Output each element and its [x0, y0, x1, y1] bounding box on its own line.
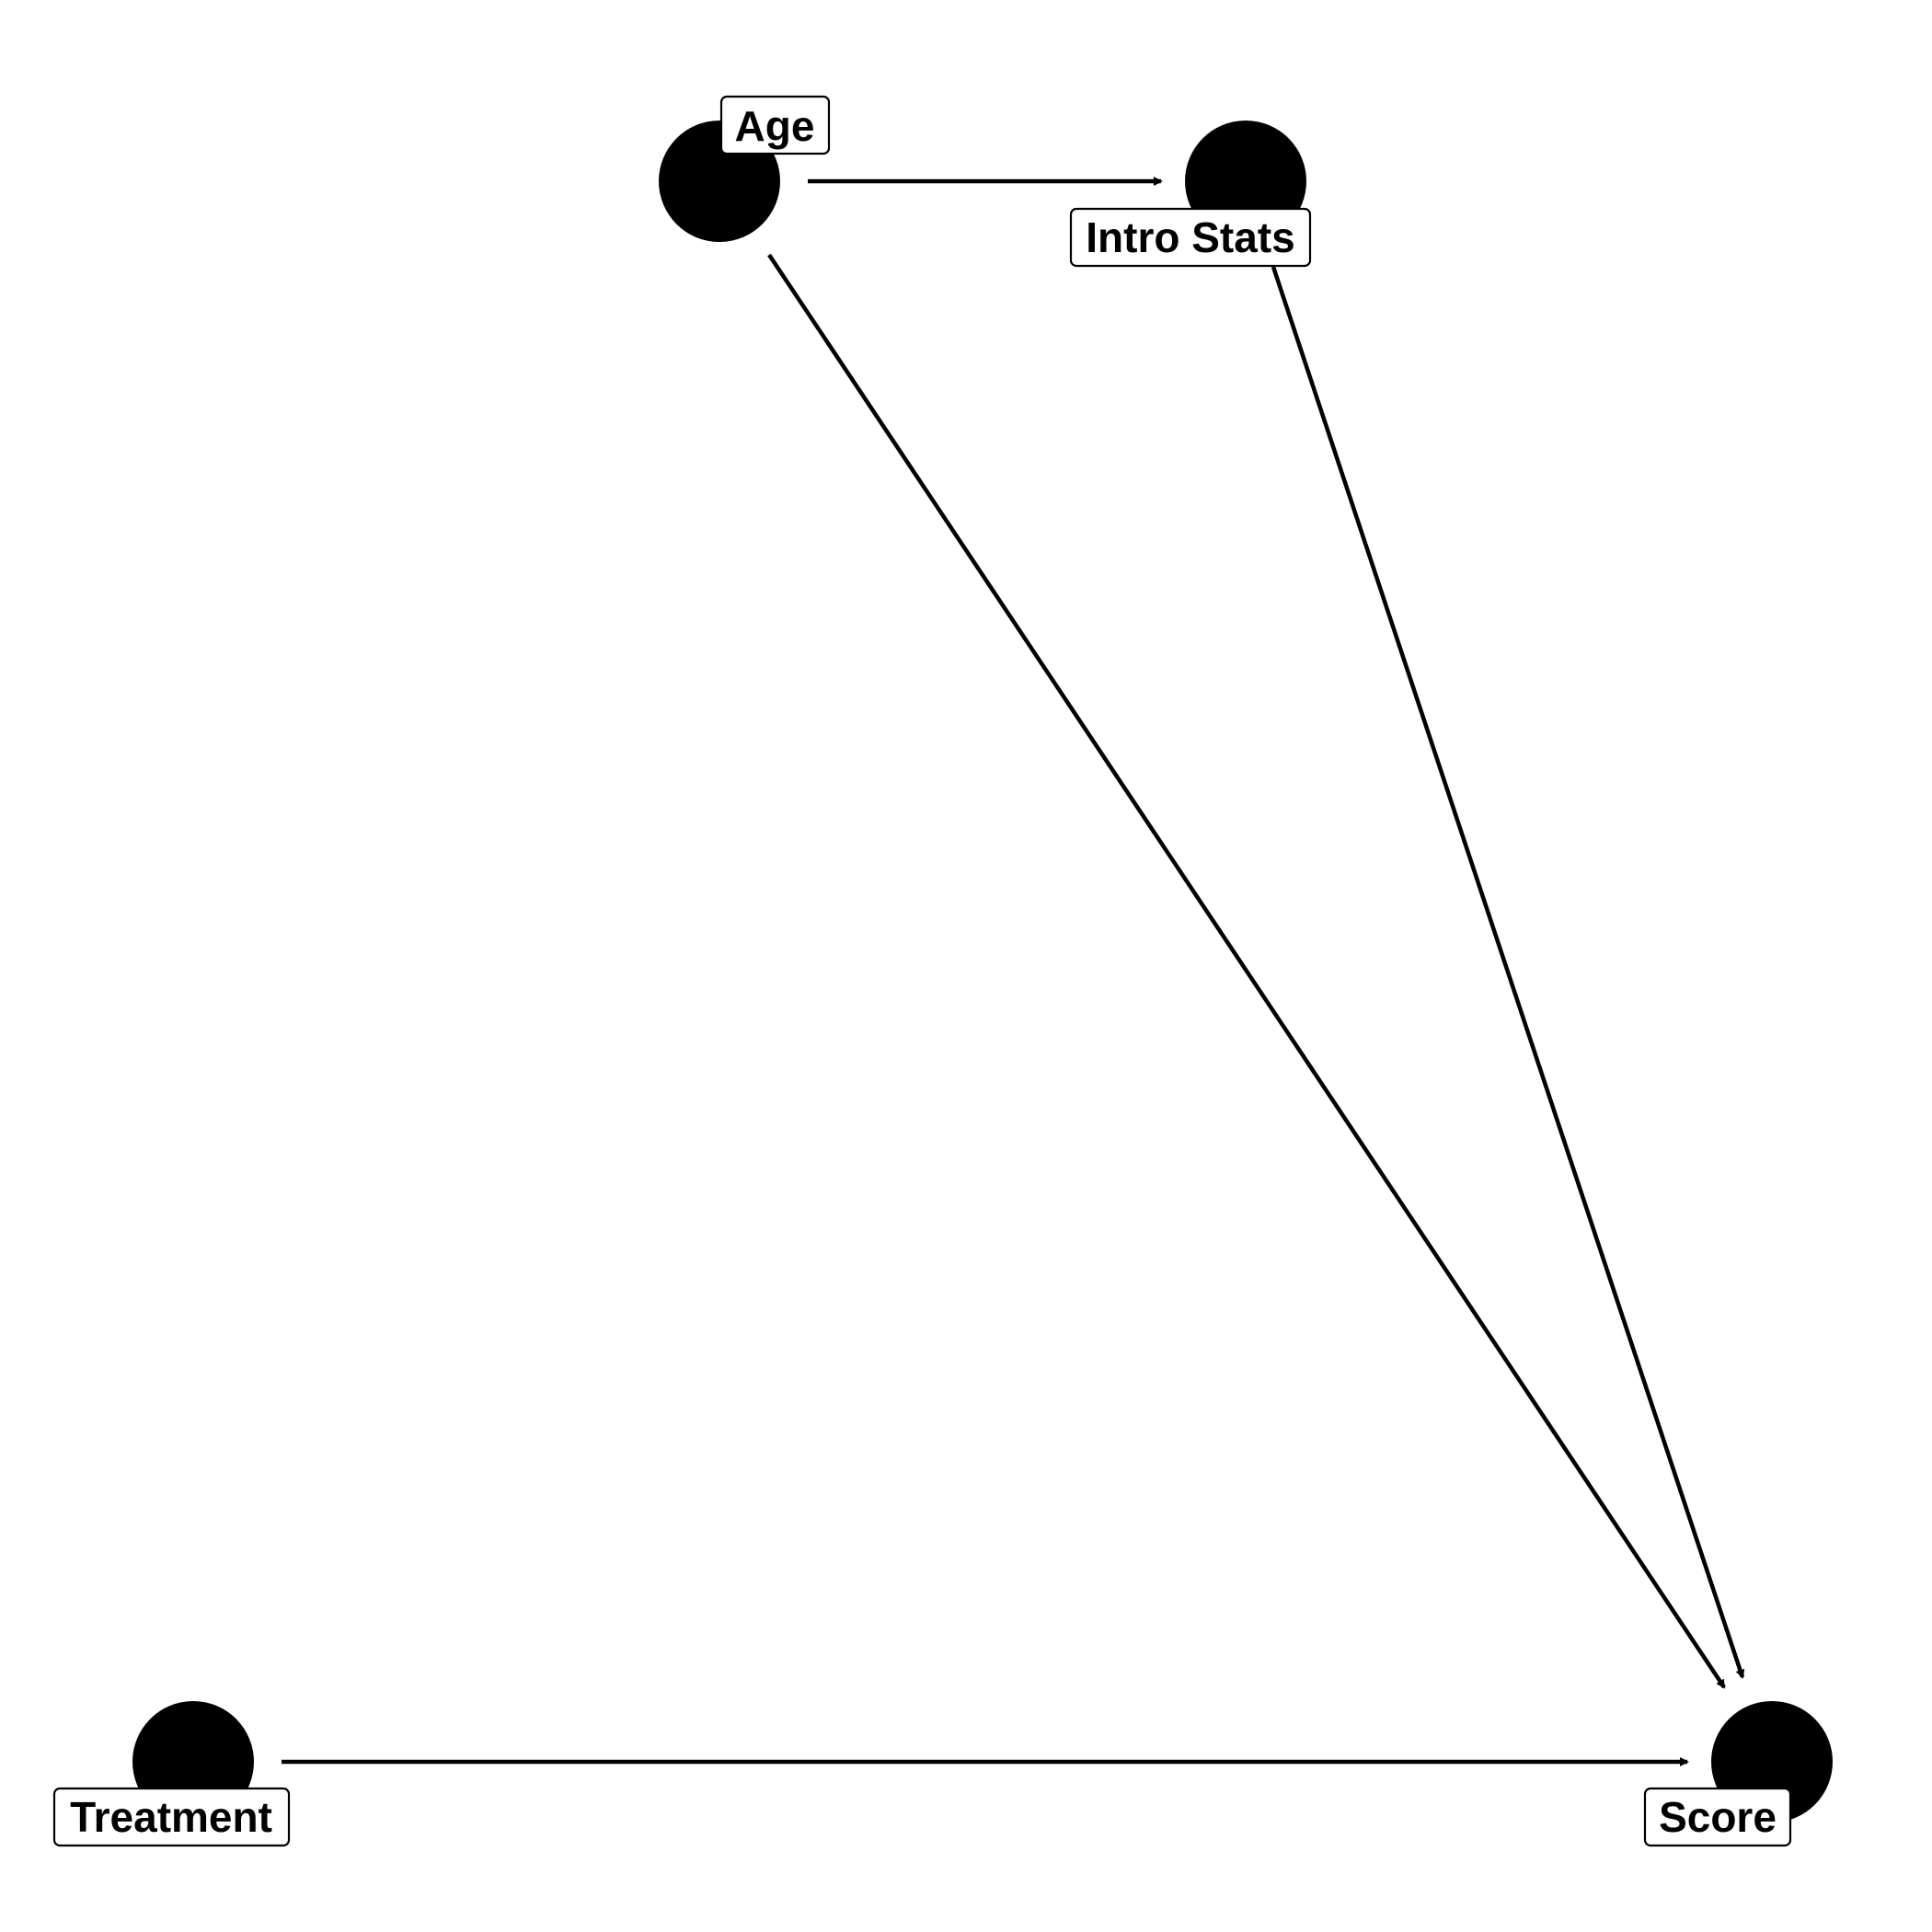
label-age: Age	[719, 95, 831, 155]
label-score-text: Score	[1659, 1793, 1777, 1841]
label-treatment: Treatment	[52, 1787, 291, 1847]
label-treatment-text: Treatment	[70, 1793, 272, 1841]
edges	[282, 177, 1745, 1766]
nodes	[132, 121, 1833, 1823]
edge-age-to-score	[767, 253, 1726, 1689]
label-age-text: Age	[735, 102, 815, 150]
label-intro-stats: Intro Stats	[1069, 207, 1312, 268]
labels: Age Intro Stats Treatment Score	[52, 95, 1792, 1847]
label-score: Score	[1643, 1787, 1792, 1847]
label-intro-stats-text: Intro Stats	[1086, 213, 1294, 261]
edge-intro-stats-to-score	[1271, 266, 1745, 1679]
